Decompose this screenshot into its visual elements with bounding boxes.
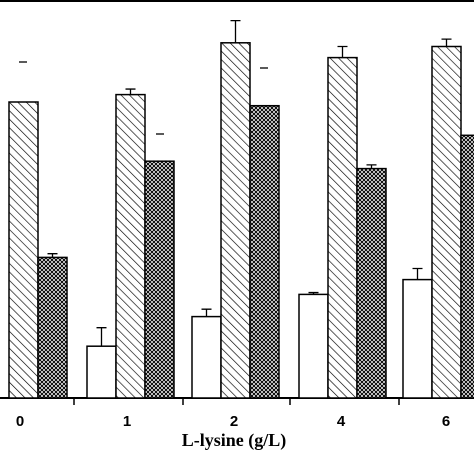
error-bar-cross-0 [47,253,58,258]
x-axis-title: L-lysine (g/L) [182,430,287,451]
bar-open-6 [402,278,433,399]
error-bar-open-6 [412,267,423,280]
bar-open-4 [298,293,329,399]
error-bar-diagonal-2 [230,19,241,43]
bar-open-2 [191,315,222,399]
x-tick-label-4: 4 [337,413,346,430]
bar-group [8,19,474,399]
x-tick-label-0: 0 [16,413,24,430]
x-tick-label-6: 6 [442,413,450,430]
bar-diagonal-6 [431,45,462,399]
x-tick-label-2: 2 [230,413,238,430]
bar-diagonal-4 [327,56,358,399]
bar-diagonal-2 [220,42,251,399]
bar-diagonal-1 [115,93,146,399]
x-tick-label-1: 1 [123,413,131,430]
error-bar-diagonal-1 [125,88,136,95]
error-bar-diagonal-6 [441,38,452,47]
error-bar-open-4 [308,291,319,295]
bar-cross-1 [144,160,175,399]
error-bar-open-1 [96,327,107,347]
x-axis-ticks: 0 1 2 4 6 [16,398,450,430]
bar-cross-0 [37,256,68,399]
error-bar-open-2 [201,308,212,317]
bar-diagonal-0 [8,101,39,399]
bar-cross-4 [356,167,387,399]
error-bar-cross-4 [366,164,377,169]
bar-cross-6 [460,134,474,399]
error-bar-diagonal-4 [337,45,348,58]
bar-cross-2 [249,104,280,399]
bar-open-1 [86,345,117,399]
